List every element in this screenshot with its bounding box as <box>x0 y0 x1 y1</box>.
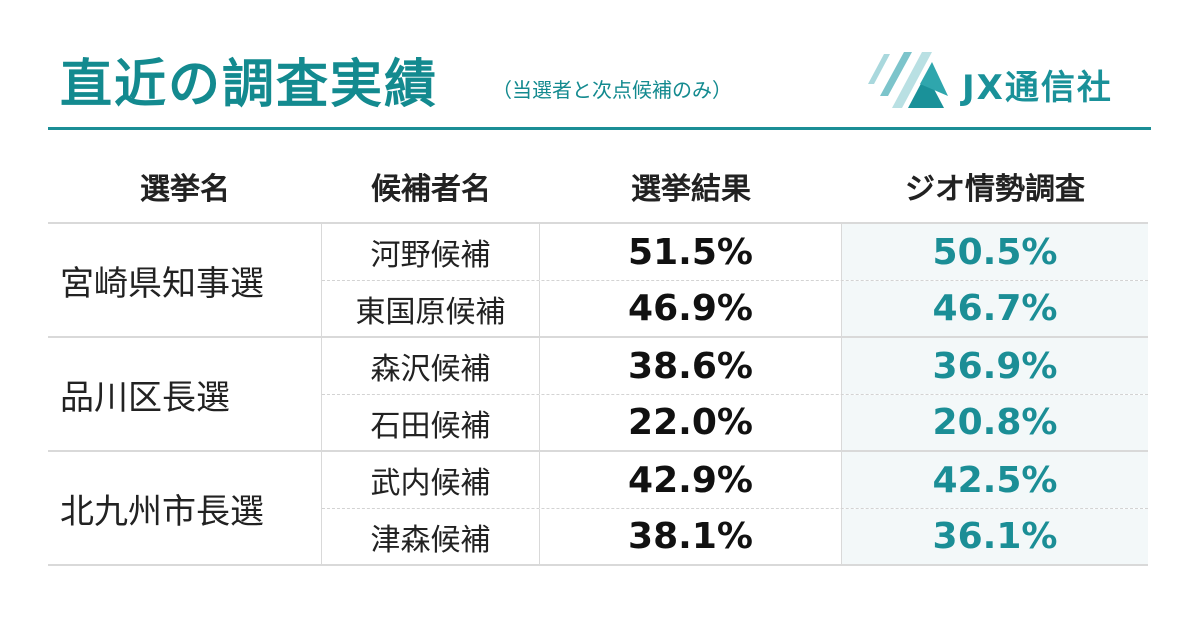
table-row: 石田候補 22.0% 20.8% <box>322 395 1148 450</box>
table-row: 武内候補 42.9% 42.5% <box>322 452 1148 509</box>
candidate-name: 東国原候補 <box>322 281 540 336</box>
table-row: 東国原候補 46.9% 46.7% <box>322 281 1148 336</box>
logo-text: JX通信社 <box>962 68 1113 108</box>
survey-value: 20.8% <box>842 395 1148 450</box>
election-group: 宮崎県知事選 河野候補 51.5% 50.5% 東国原候補 46.9% 46.7… <box>48 224 1148 338</box>
election-group: 品川区長選 森沢候補 38.6% 36.9% 石田候補 22.0% 20.8% <box>48 338 1148 452</box>
election-name: 品川区長選 <box>48 338 322 450</box>
survey-value: 42.5% <box>842 452 1148 508</box>
survey-value: 50.5% <box>842 224 1148 280</box>
election-name: 北九州市長選 <box>48 452 322 564</box>
election-result: 38.1% <box>540 509 842 564</box>
election-result: 42.9% <box>540 452 842 508</box>
survey-value: 36.9% <box>842 338 1148 394</box>
candidate-name: 武内候補 <box>322 452 540 508</box>
header-divider <box>48 127 1151 130</box>
column-header-result: 選挙結果 <box>631 172 751 207</box>
survey-value: 36.1% <box>842 509 1148 564</box>
results-table: 選挙名 候補者名 選挙結果 ジオ情勢調査 宮崎県知事選 河野候補 51.5% 5… <box>48 150 1148 566</box>
candidate-name: 河野候補 <box>322 224 540 280</box>
election-result: 51.5% <box>540 224 842 280</box>
page-subtitle: （当選者と次点候補のみ） <box>492 78 732 102</box>
election-group: 北九州市長選 武内候補 42.9% 42.5% 津森候補 38.1% 36.1% <box>48 452 1148 566</box>
page-title: 直近の調査実績 <box>60 55 439 115</box>
header: 直近の調査実績 （当選者と次点候補のみ） JX通信社 <box>48 36 1152 128</box>
column-header-survey: ジオ情勢調査 <box>905 172 1085 207</box>
column-header-candidate: 候補者名 <box>371 172 491 207</box>
election-result: 46.9% <box>540 281 842 336</box>
table-row: 森沢候補 38.6% 36.9% <box>322 338 1148 395</box>
election-result: 38.6% <box>540 338 842 394</box>
table-row: 河野候補 51.5% 50.5% <box>322 224 1148 281</box>
logo-mark-icon <box>868 52 948 108</box>
election-result: 22.0% <box>540 395 842 450</box>
candidate-name: 石田候補 <box>322 395 540 450</box>
table-row: 津森候補 38.1% 36.1% <box>322 509 1148 564</box>
column-header-election: 選挙名 <box>140 172 230 207</box>
company-logo: JX通信社 <box>862 46 1152 116</box>
survey-value: 46.7% <box>842 281 1148 336</box>
election-name: 宮崎県知事選 <box>48 224 322 336</box>
candidate-name: 森沢候補 <box>322 338 540 394</box>
candidate-name: 津森候補 <box>322 509 540 564</box>
table-header: 選挙名 候補者名 選挙結果 ジオ情勢調査 <box>48 150 1148 224</box>
